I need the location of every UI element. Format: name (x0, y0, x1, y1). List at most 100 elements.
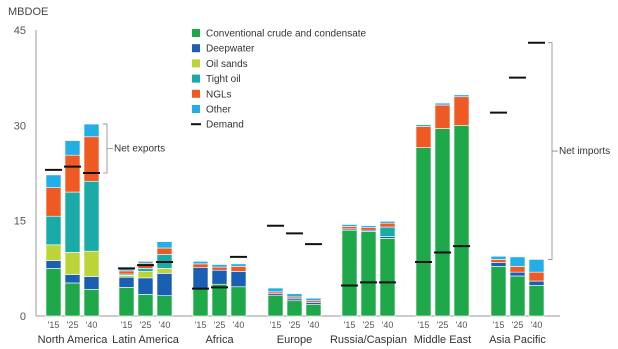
y-unit-label: MBDOE (8, 6, 48, 18)
bar-segment (490, 259, 507, 263)
bar-segment (509, 266, 526, 273)
y-tick-label: 15 (14, 216, 26, 228)
bar-segment (453, 96, 470, 126)
net-imports-bracket (548, 42, 558, 260)
year-tick-label: '40 (308, 320, 320, 330)
bar-segment (83, 250, 100, 277)
year-tick-label: '15 (344, 320, 356, 330)
year-tick-label: '25 (512, 320, 524, 330)
bar-segment (379, 221, 396, 224)
bar-segment (118, 287, 135, 317)
bar-segment (360, 231, 377, 317)
legend-swatch (192, 59, 200, 68)
bars-layer (45, 94, 545, 317)
year-tick-label: '40 (159, 320, 171, 330)
region-label: North America (38, 334, 109, 346)
bar-segment (83, 123, 100, 138)
bar-segment (156, 268, 173, 274)
bar-segment (45, 174, 62, 188)
bar-segment (211, 264, 228, 268)
year-tick-label: '15 (48, 320, 60, 330)
bar-segment (137, 277, 154, 295)
bar-segment (434, 104, 451, 129)
bar-segment (267, 287, 284, 293)
bar-segment (45, 260, 62, 269)
bar-segment (528, 285, 545, 317)
bar-segment (286, 293, 303, 298)
bar-segment (415, 124, 432, 127)
bar-segment (453, 125, 470, 317)
net-exports-label: Net exports (114, 144, 165, 155)
legend-label: Oil sands (206, 59, 248, 70)
legend-label: Deepwater (206, 44, 255, 55)
year-tick-label: '15 (270, 320, 282, 330)
bar-segment (83, 136, 100, 182)
year-tick-label: '15 (418, 320, 430, 330)
year-tick-label: '40 (531, 320, 543, 330)
bar-segment (453, 94, 470, 98)
bar-segment (137, 268, 154, 272)
bar-segment (45, 215, 62, 246)
net-imports-label: Net imports (559, 146, 610, 157)
bar-segment (137, 294, 154, 317)
legend-label: Conventional crude and condensate (206, 29, 367, 40)
bar-segment (341, 226, 358, 230)
region-label: Latin America (112, 334, 180, 346)
legend: Conventional crude and condensate Deepwat… (191, 29, 367, 131)
bar-segment (83, 289, 100, 317)
bar-segment (211, 266, 228, 271)
x-labels-layer: '15 '25 '40 North America '15 '25 '40 Latin Ame… (38, 320, 547, 346)
bar-segment (192, 267, 209, 289)
y-tick-label: 0 (20, 311, 26, 323)
bar-segment (509, 256, 526, 267)
bar-segment (156, 273, 173, 296)
legend-swatch (192, 89, 200, 98)
bar-segment (267, 295, 284, 317)
year-tick-label: '25 (437, 320, 449, 330)
bar-segment (415, 147, 432, 317)
region-label: Europe (277, 334, 312, 346)
y-tick-labels: 0 15 30 45 (14, 25, 26, 323)
bar-segment (156, 295, 173, 317)
bar-segment (305, 297, 322, 302)
bar-segment (379, 226, 396, 237)
bar-segment (230, 271, 247, 288)
bar-segment (379, 238, 396, 317)
bar-segment (45, 244, 62, 262)
bar-segment (64, 252, 81, 275)
bar-segment (64, 154, 81, 193)
year-tick-label: '25 (363, 320, 375, 330)
year-tick-label: '40 (86, 320, 98, 330)
bar-segment (230, 286, 247, 317)
bar-segment (341, 224, 358, 227)
year-tick-label: '25 (67, 320, 79, 330)
bar-segment (305, 304, 322, 317)
bar-segment (192, 261, 209, 265)
bar-segment (45, 187, 62, 217)
bar-segment (118, 270, 135, 275)
bar-segment (434, 128, 451, 317)
bar-segment (118, 276, 135, 288)
bar-segment (360, 225, 377, 228)
bar-segment (137, 271, 154, 279)
annotations-layer: Net exports Net imports (103, 42, 610, 260)
net-exports-bracket (103, 123, 113, 174)
bar-segment (137, 261, 154, 264)
bar-segment (83, 276, 100, 290)
year-tick-label: '40 (382, 320, 394, 330)
legend-swatch (192, 29, 200, 37)
legend-swatch (192, 44, 200, 53)
bar-segment (64, 191, 81, 253)
bar-segment (230, 266, 247, 272)
bar-segment (211, 269, 228, 285)
year-tick-label: '40 (233, 320, 245, 330)
region-label: Middle East (414, 334, 471, 346)
bar-segment (360, 227, 377, 231)
bar-segment (434, 102, 451, 106)
bar-segment (64, 274, 81, 284)
bar-segment (45, 268, 62, 317)
legend-swatch (192, 105, 200, 113)
bar-segment (528, 271, 545, 282)
legend-label: Demand (206, 120, 244, 131)
